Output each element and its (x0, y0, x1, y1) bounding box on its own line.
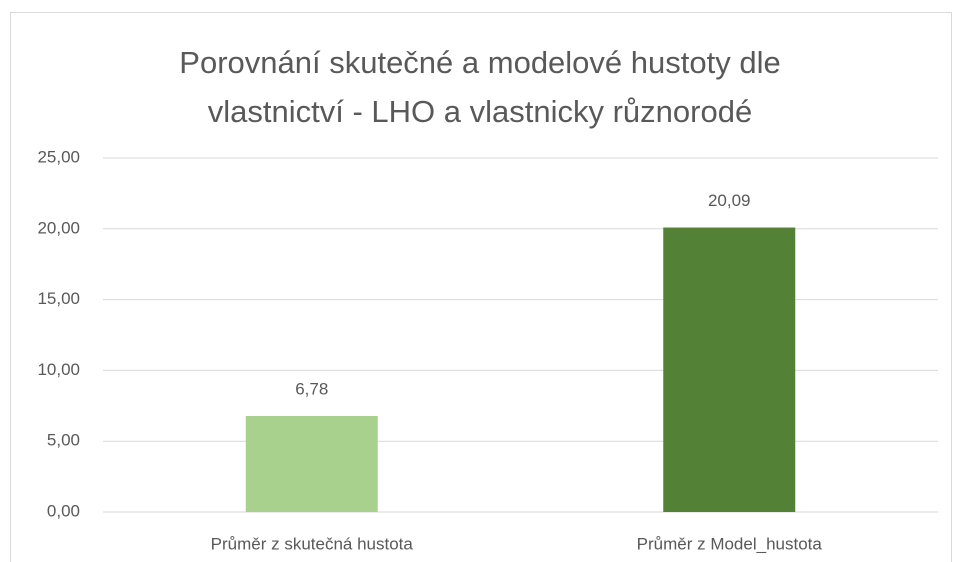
bar (245, 415, 378, 512)
y-tick-label: 20,00 (37, 218, 80, 237)
y-tick-label: 15,00 (37, 289, 80, 308)
x-tick-label: Průměr z skutečná hustota (211, 534, 414, 553)
bar (663, 227, 796, 512)
y-tick-label: 0,00 (47, 501, 80, 520)
y-tick-label: 25,00 (37, 147, 80, 166)
y-tick-label: 10,00 (37, 360, 80, 379)
data-label: 6,78 (295, 379, 328, 398)
chart-border (10, 12, 952, 562)
data-label: 20,09 (708, 191, 751, 210)
x-tick-label: Průměr z Model_hustota (637, 534, 823, 553)
chart-title: Porovnání skutečné a modelové hustoty dl… (179, 45, 781, 129)
y-tick-label: 5,00 (47, 431, 80, 450)
